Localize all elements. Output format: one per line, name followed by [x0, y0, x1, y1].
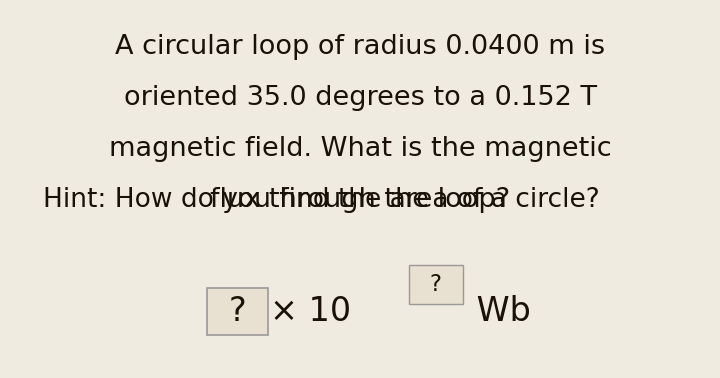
FancyBboxPatch shape [207, 288, 269, 336]
Text: × 10: × 10 [271, 295, 351, 328]
Text: flux through the loop?: flux through the loop? [210, 187, 510, 213]
Text: oriented 35.0 degrees to a 0.152 T: oriented 35.0 degrees to a 0.152 T [124, 85, 596, 111]
Text: ?: ? [430, 273, 441, 296]
Text: magnetic field. What is the magnetic: magnetic field. What is the magnetic [109, 136, 611, 162]
Text: Hint: How do you find the area of a circle?: Hint: How do you find the area of a circ… [43, 187, 600, 213]
Text: ?: ? [229, 295, 246, 328]
FancyBboxPatch shape [409, 265, 462, 305]
Text: A circular loop of radius 0.0400 m is: A circular loop of radius 0.0400 m is [115, 34, 605, 60]
Text: Wb: Wb [467, 295, 531, 328]
